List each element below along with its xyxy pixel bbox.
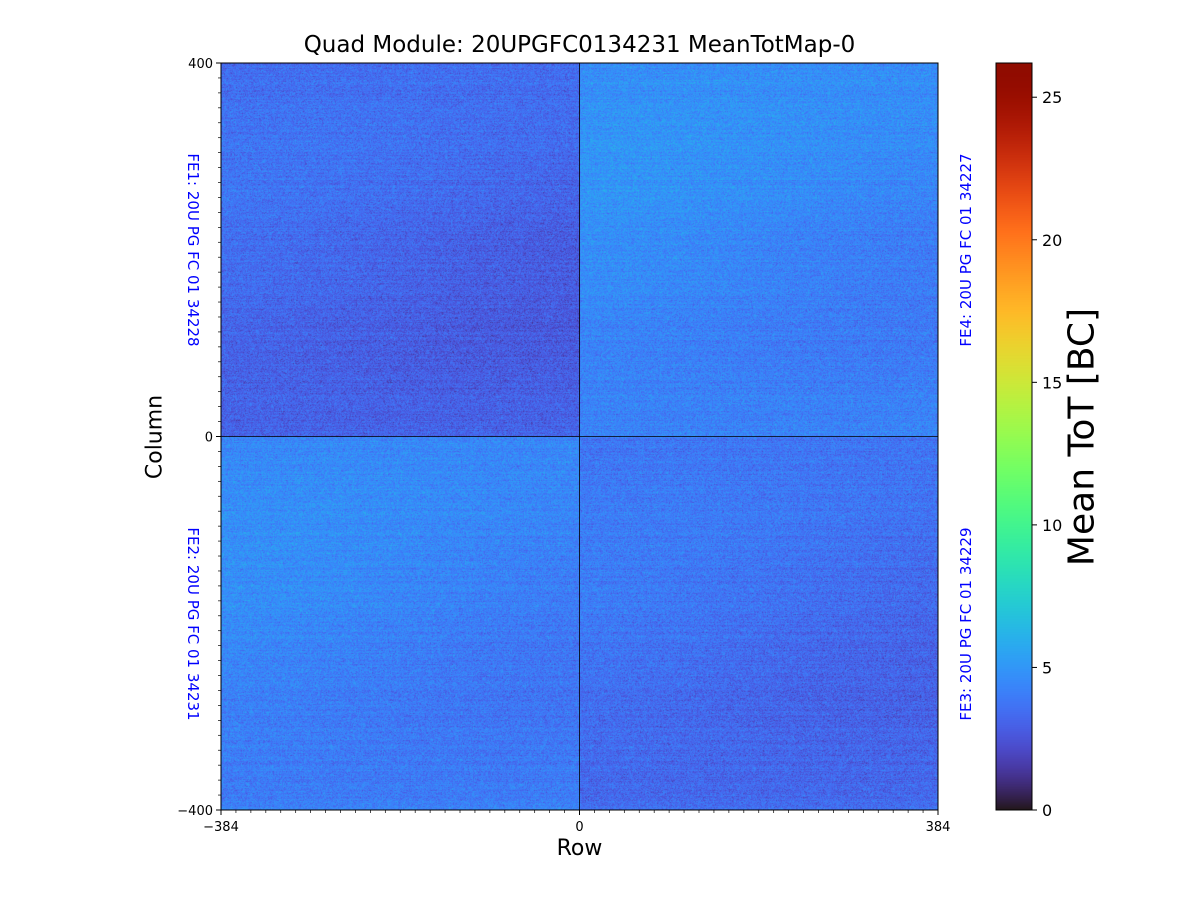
colorbar-gradient [996, 63, 1032, 810]
colorbar-tick-label: 15 [1042, 373, 1062, 392]
chip-label-fe2: FE2: 20U PG FC 01 34231 [184, 527, 202, 721]
x-tick-label: 0 [575, 820, 583, 835]
y-tick-label: 400 [188, 57, 213, 72]
chip-label-fe3: FE3: 20U PG FC 01 34229 [957, 527, 975, 721]
y-axis-label: Column [142, 394, 168, 480]
y-tick-label: −400 [177, 804, 213, 819]
colorbar-label: Mean ToT [BC] [1061, 307, 1103, 567]
chip-label-fe1: FE1: 20U PG FC 01 34228 [184, 153, 202, 347]
chip-label-fe4: FE4: 20U PG FC 01 34227 [957, 153, 975, 347]
colorbar-tick-label: 5 [1042, 658, 1052, 677]
y-tick-label: 0 [205, 431, 213, 446]
x-tick-label: 384 [926, 820, 951, 835]
colorbar-frame [995, 62, 1033, 811]
colorbar-tick-label: 10 [1042, 516, 1062, 535]
colorbar-tick-label: 0 [1042, 801, 1052, 820]
x-tick-label: −384 [203, 820, 239, 835]
colorbar-tick-label: 20 [1042, 231, 1062, 250]
chart-title: Quad Module: 20UPGFC0134231 MeanTotMap-0 [303, 32, 856, 58]
x-axis-label: Row [556, 836, 603, 861]
colorbar-tick-label: 25 [1042, 88, 1062, 107]
